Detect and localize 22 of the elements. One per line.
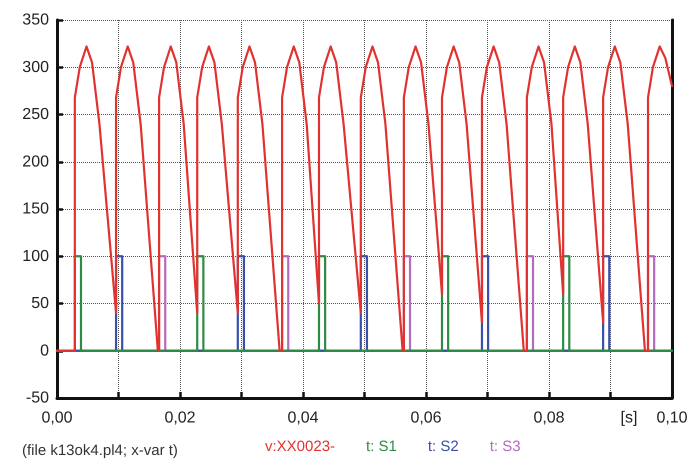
- x-tick-label: 0,10: [656, 410, 688, 426]
- y-tick-label: 0: [40, 342, 50, 360]
- x-tick-label: 0,02: [164, 410, 196, 426]
- y-tick-label: 100: [22, 248, 50, 265]
- x-tick-label: 0,04: [287, 410, 319, 426]
- text: v:XX0023-: [265, 438, 336, 455]
- y-tick-label: -50: [26, 390, 50, 406]
- x-axis-title: [s]: [620, 410, 638, 426]
- line-series: [56, 45, 674, 352]
- y-tick-label: 250: [22, 106, 50, 123]
- x-tick-label: 0,06: [410, 410, 442, 426]
- y-tick-label: 50: [31, 295, 50, 312]
- x-tick-label: 0,00: [41, 410, 73, 426]
- y-tick-label: 300: [22, 58, 50, 76]
- y-tick-label: 200: [22, 153, 50, 170]
- text: t: S1: [366, 438, 397, 455]
- text: (file k13ok4.pl4; x-var t): [22, 442, 178, 459]
- text: t: S2: [428, 438, 459, 455]
- x-tick-label: 0,08: [533, 410, 565, 426]
- text: t: S3: [490, 438, 521, 455]
- y-tick-label: 350: [22, 12, 50, 28]
- y-tick-label: 150: [22, 200, 50, 218]
